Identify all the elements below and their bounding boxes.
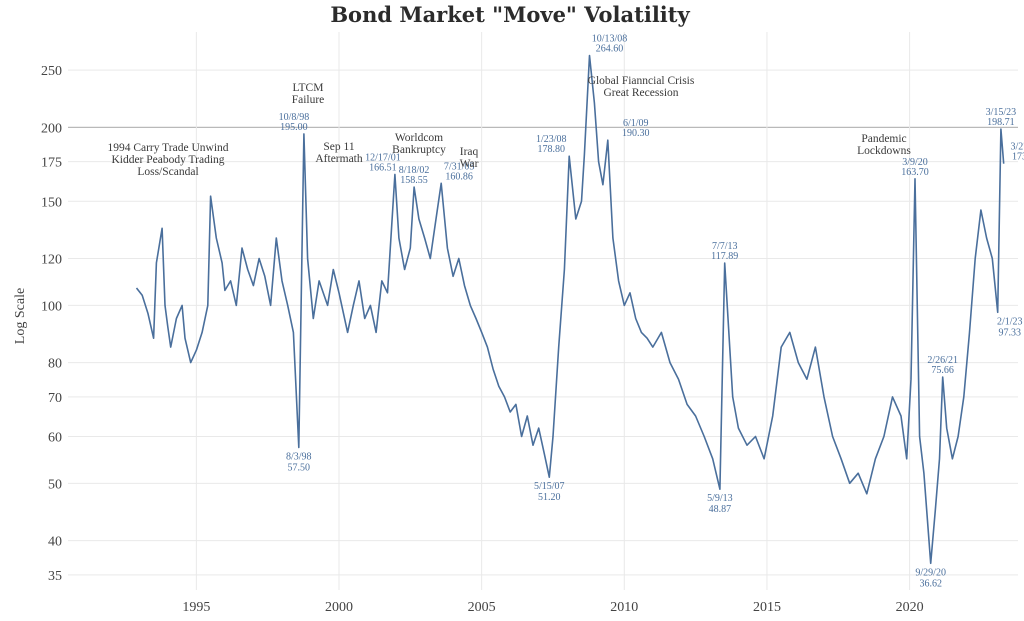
event-annotation: LTCM Failure [292,82,325,106]
y-tick-label: 40 [48,535,62,550]
event-annotation-line: Kidder Peabody Trading [111,154,224,166]
event-annotation-line: Lockdowns [857,145,911,157]
event-annotation-line: Failure [292,94,325,106]
series-line [137,56,1004,564]
event-annotation-line: Pandemic [861,133,906,145]
point-label-value: 160.86 [445,171,473,182]
point-label-value: 158.55 [400,175,428,186]
point-label-value: 178.80 [537,144,565,155]
event-annotation: Worldcom Bankruptcy [392,132,446,156]
y-tick-label: 80 [48,357,62,372]
event-annotation-line: Bankruptcy [392,144,446,156]
y-axis-ticks: 35 40 50 60 70 80 100 120 150 175 200 250 [41,64,62,584]
y-tick-label: 35 [48,569,62,584]
chart: Bond Market "Move" Volatility Log Scale … [0,0,1024,621]
event-annotation-line: Sep 11 [323,141,354,153]
event-annotation: Iraq War [460,146,479,170]
point-label-value: 163.70 [901,167,929,178]
point-label-value: 75.66 [931,365,954,376]
point-label-value: 264.60 [596,44,624,55]
point-label-value: 166.51 [369,162,397,173]
point-label-date: 5/15/07 [534,481,565,492]
point-label-value: 57.50 [288,462,311,473]
point-label-value: 48.87 [709,504,732,515]
event-annotations: 1994 Carry Trade Unwind Kidder Peabody Tr… [107,75,911,178]
y-axis-label: Log Scale [13,288,28,344]
event-annotation-line: Global Fianncial Crisis [588,75,695,87]
point-label-date: 5/9/13 [707,493,733,504]
y-tick-label: 100 [41,299,62,314]
event-annotation-line: Aftermath [315,153,363,165]
y-tick-label: 120 [41,253,62,268]
event-annotation: 1994 Carry Trade Unwind Kidder Peabody Tr… [107,142,228,178]
point-label-value: 97.33 [998,327,1021,338]
event-annotation-line: Iraq [460,146,479,158]
point-label-value: 198.71 [987,117,1015,128]
y-tick-label: 150 [41,195,62,210]
point-label-value: 190.30 [622,128,650,139]
series [137,56,1004,564]
point-label-value: 195.00 [280,122,308,133]
chart-title: Bond Market "Move" Volatility [330,2,690,27]
event-annotation-line: LTCM [293,82,324,94]
x-tick-label: 1995 [182,600,210,615]
x-tick-label: 2005 [468,600,496,615]
x-tick-label: 2020 [896,600,924,615]
y-tick-label: 175 [41,156,62,171]
y-tick-label: 200 [41,121,62,136]
event-annotation: Global Fianncial Crisis Great Recession [588,75,695,99]
point-label-value: 173.66 [1012,152,1024,163]
event-annotation: Sep 11 Aftermath [315,141,363,165]
event-annotation-line: 1994 Carry Trade Unwind [107,142,228,154]
event-annotation-line: Great Recession [603,87,678,99]
event-annotation: Pandemic Lockdowns [857,133,911,157]
gridlines [68,32,1018,590]
point-label-date: 2/1/23 [997,316,1023,327]
point-label-date: 8/3/98 [286,451,312,462]
event-annotation-line: War [460,158,479,170]
point-label-value: 117.89 [711,251,738,262]
event-annotation-line: Worldcom [395,132,443,144]
point-label-value: 36.62 [919,578,942,589]
x-tick-label: 2000 [325,600,353,615]
point-label-date: 9/29/20 [915,567,946,578]
event-annotation-line: Loss/Scandal [137,166,198,178]
x-tick-label: 2010 [610,600,638,615]
y-tick-label: 50 [48,477,62,492]
point-label: 3/27/23173.66 [1010,142,1024,163]
y-tick-label: 70 [48,391,62,406]
x-tick-label: 2015 [753,600,781,615]
point-label-value: 51.20 [538,492,561,503]
y-tick-label: 60 [48,431,62,446]
x-axis-ticks: 1995 2000 2005 2010 2015 2020 [182,600,923,615]
y-tick-label: 250 [41,64,62,79]
